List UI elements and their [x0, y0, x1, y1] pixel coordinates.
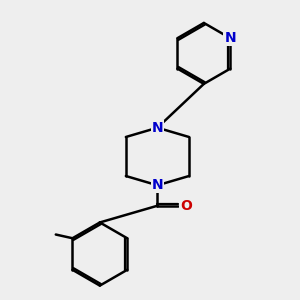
Text: O: O — [180, 199, 192, 213]
Text: N: N — [224, 31, 236, 45]
Text: N: N — [152, 178, 163, 192]
Text: N: N — [152, 121, 163, 135]
